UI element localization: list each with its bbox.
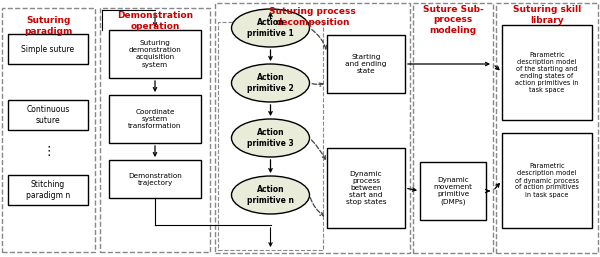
FancyBboxPatch shape	[8, 175, 88, 205]
Text: Stitching
paradigm n: Stitching paradigm n	[26, 180, 70, 200]
Text: Action
primitive 1: Action primitive 1	[247, 18, 294, 38]
FancyBboxPatch shape	[109, 30, 201, 78]
Text: Action
primitive n: Action primitive n	[247, 185, 294, 205]
FancyBboxPatch shape	[502, 133, 592, 228]
Text: Parametric
description model
of the starting and
ending states of
action primiti: Parametric description model of the star…	[515, 52, 578, 93]
FancyBboxPatch shape	[420, 162, 486, 220]
Text: Suturing process
decomposition: Suturing process decomposition	[269, 7, 356, 27]
FancyBboxPatch shape	[327, 148, 405, 228]
Text: Suturing skill
library: Suturing skill library	[513, 5, 581, 25]
FancyBboxPatch shape	[8, 100, 88, 130]
FancyBboxPatch shape	[215, 3, 410, 253]
Text: Starting
and ending
state: Starting and ending state	[346, 54, 386, 74]
Ellipse shape	[232, 9, 310, 47]
Text: Suturing
paradigm: Suturing paradigm	[25, 16, 73, 36]
Text: Suture Sub-
process
modeling: Suture Sub- process modeling	[422, 5, 484, 35]
Ellipse shape	[232, 176, 310, 214]
Text: Action
primitive 2: Action primitive 2	[247, 73, 294, 93]
Text: Coordinate
system
transformation: Coordinate system transformation	[128, 109, 182, 129]
FancyBboxPatch shape	[109, 160, 201, 198]
Ellipse shape	[232, 64, 310, 102]
FancyBboxPatch shape	[502, 25, 592, 120]
FancyBboxPatch shape	[327, 35, 405, 93]
Text: Dynamic
process
between
start and
stop states: Dynamic process between start and stop s…	[346, 171, 386, 205]
Text: Demonstration
operation: Demonstration operation	[117, 11, 193, 31]
FancyBboxPatch shape	[218, 22, 323, 250]
FancyBboxPatch shape	[109, 95, 201, 143]
FancyBboxPatch shape	[100, 8, 210, 252]
FancyBboxPatch shape	[413, 3, 493, 253]
Text: Action
primitive 3: Action primitive 3	[247, 128, 294, 148]
FancyBboxPatch shape	[2, 8, 95, 252]
Ellipse shape	[232, 119, 310, 157]
Text: Parametric
description model
of dynamic process
of action primitives
in task spa: Parametric description model of dynamic …	[515, 163, 579, 197]
Text: Demonstration
trajectory: Demonstration trajectory	[128, 172, 182, 186]
Text: Continuous
suture: Continuous suture	[26, 105, 70, 125]
Text: Simple suture: Simple suture	[22, 44, 74, 53]
Text: Suturing
demonstration
acquisition
system: Suturing demonstration acquisition syste…	[128, 41, 181, 68]
Text: ⋮: ⋮	[42, 145, 55, 159]
Text: Dynamic
movement
primitive
(DMPs): Dynamic movement primitive (DMPs)	[433, 177, 473, 205]
FancyBboxPatch shape	[8, 34, 88, 64]
FancyBboxPatch shape	[496, 3, 598, 253]
